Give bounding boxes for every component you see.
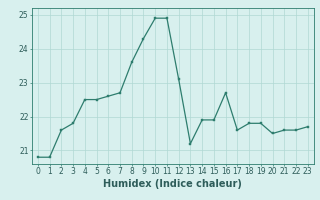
X-axis label: Humidex (Indice chaleur): Humidex (Indice chaleur) [103,179,242,189]
